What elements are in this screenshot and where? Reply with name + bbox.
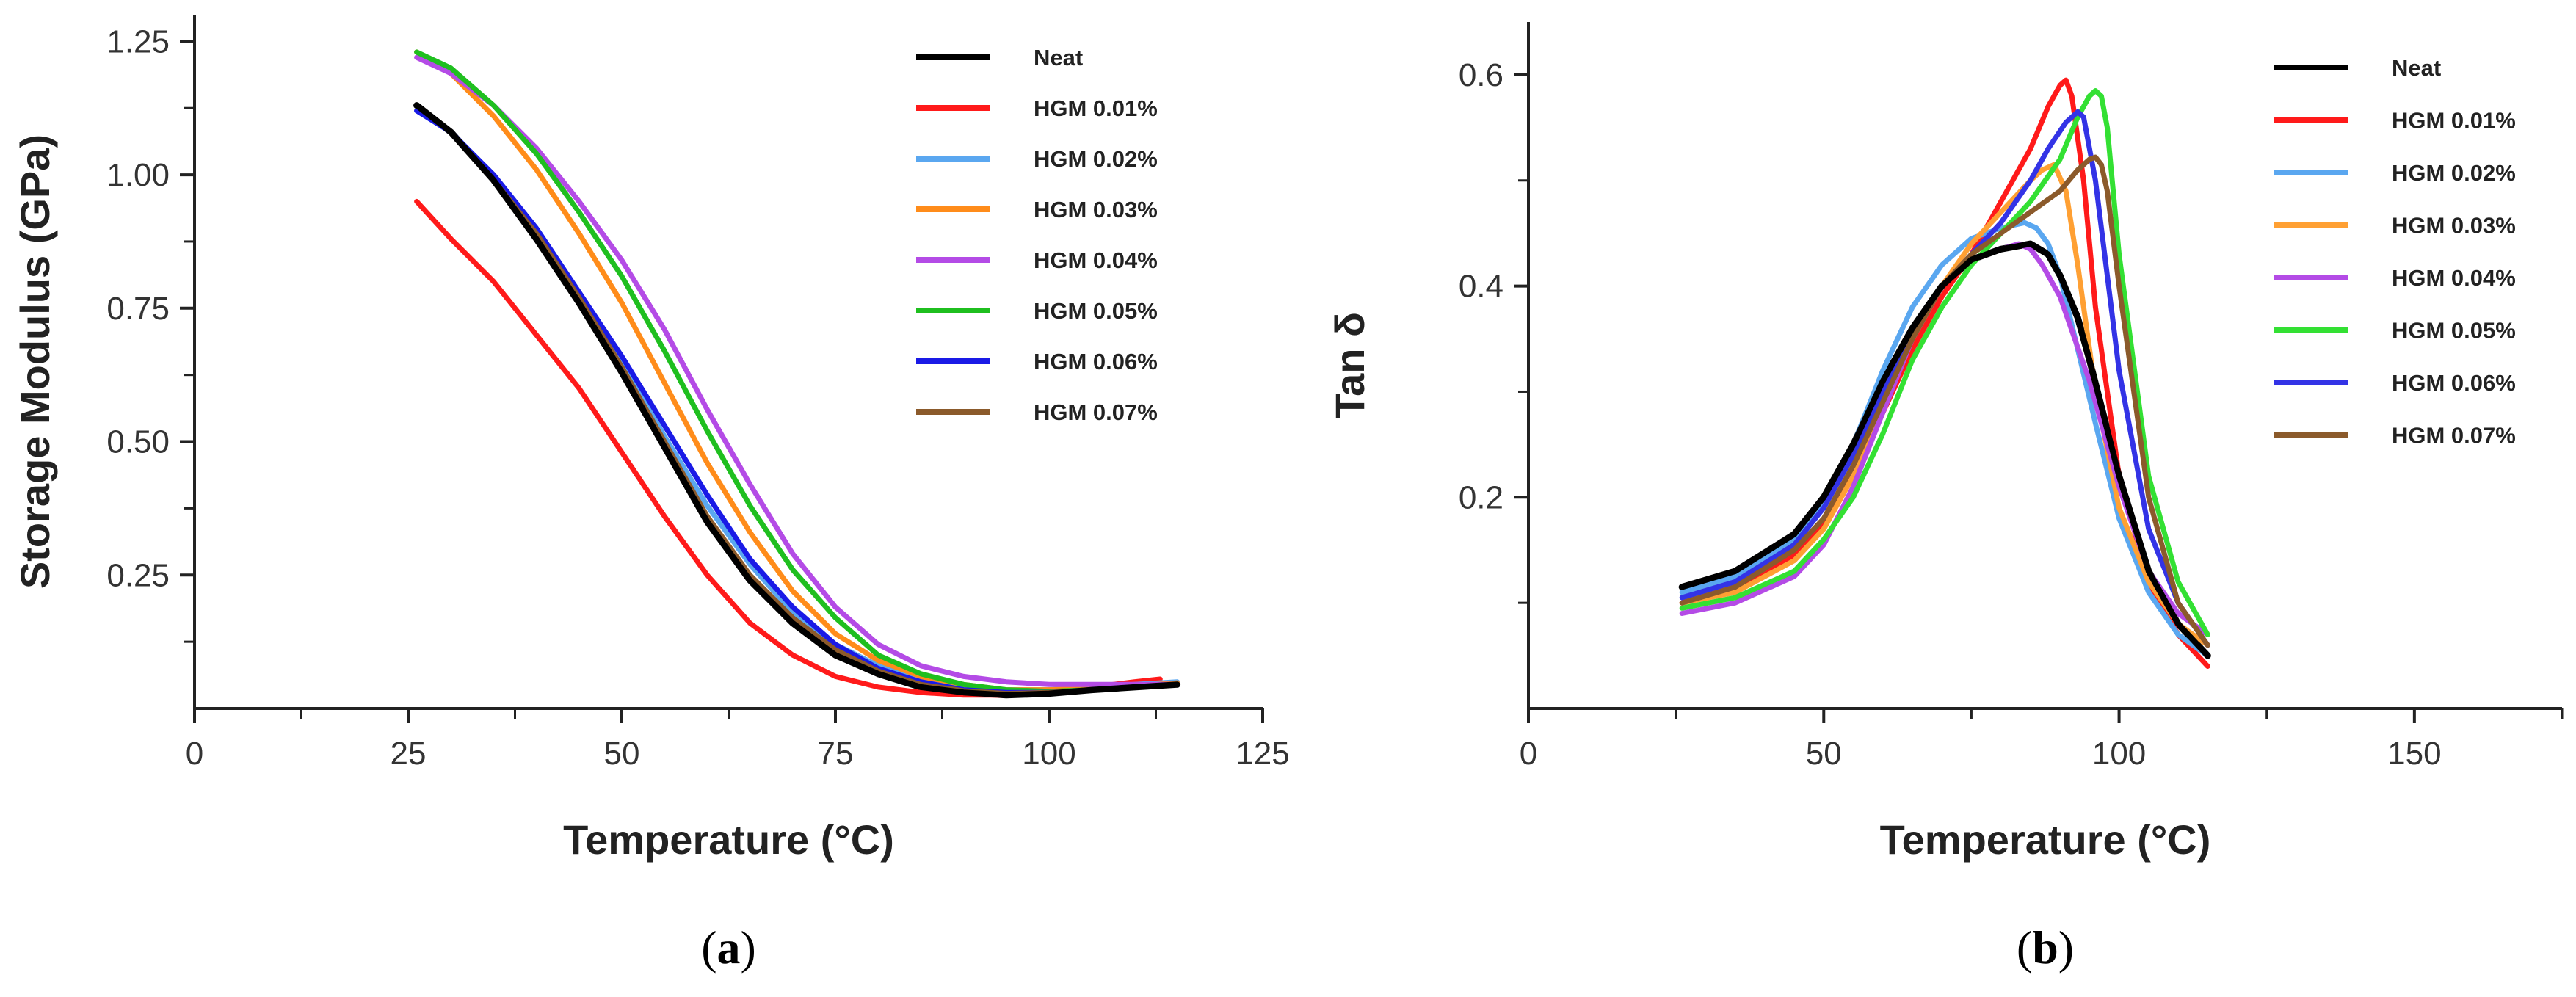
- legend-label: HGM 0.07%: [2392, 423, 2516, 449]
- y-tick-label: 1.25: [106, 23, 170, 59]
- series-line-neat-overlay: [413, 102, 1180, 698]
- panel-letter: a: [717, 921, 741, 974]
- series-line-hgm-0-06: [1679, 109, 2210, 648]
- legend: Neat HGM 0.01% HGM 0.02% HGM 0.03% HGM 0.04%…: [916, 45, 1158, 425]
- x-tick-label: 75: [818, 736, 854, 772]
- x-tick-label: 100: [2092, 736, 2146, 772]
- legend-label: HGM 0.04%: [2392, 265, 2516, 291]
- legend-label: HGM 0.06%: [2392, 370, 2516, 396]
- legend: Neat HGM 0.01% HGM 0.02% HGM 0.03% HGM 0.04%…: [2274, 55, 2516, 449]
- y-axis-label: Storage Modulus (GPa): [12, 134, 58, 589]
- x-tick-label: 125: [1236, 736, 1289, 772]
- x-tick-label: 0: [186, 736, 203, 772]
- legend-label: HGM 0.05%: [1034, 298, 1158, 324]
- chart-panel-a: 0 25 50 75 100 125 0.25 0.50 0.75 1.00 1.25 Tempera…: [12, 15, 1290, 974]
- legend-label: HGM 0.01%: [2392, 108, 2516, 134]
- legend-label: HGM 0.07%: [1034, 399, 1158, 425]
- legend-label: Neat: [2392, 55, 2441, 81]
- x-tick-label: 50: [604, 736, 640, 772]
- legend-label: HGM 0.05%: [2392, 318, 2516, 344]
- series-line-hgm-0-04: [414, 54, 1180, 687]
- x-tick-label: 0: [1520, 736, 1537, 772]
- series-line-hgm-0-07: [1679, 154, 2210, 648]
- legend-label: Neat: [1034, 45, 1083, 70]
- x-tick-label: 100: [1022, 736, 1075, 772]
- legend-label: HGM 0.03%: [2392, 213, 2516, 239]
- x-tick-label: 25: [391, 736, 427, 772]
- legend-label: HGM 0.04%: [1034, 247, 1158, 273]
- legend-label: HGM 0.02%: [2392, 160, 2516, 186]
- x-axis-label: Temperature (°C): [563, 816, 894, 863]
- y-tick-label: 0.6: [1459, 57, 1503, 93]
- y-tick-label: 0.25: [106, 557, 170, 593]
- y-tick-label: 0.2: [1459, 479, 1503, 515]
- panel-label: (b): [2017, 921, 2074, 974]
- chart-panel-b: 0 50 100 150 0.2 0.4 0.6 Temperature (°C) Tan δ N…: [1327, 22, 2564, 974]
- x-axis-label: Temperature (°C): [1880, 816, 2211, 863]
- y-tick-label: 0.50: [106, 424, 170, 460]
- y-axis-label: Tan δ: [1327, 312, 1373, 418]
- y-tick-label: 0.75: [106, 291, 170, 327]
- legend-label: HGM 0.02%: [1034, 146, 1158, 172]
- series-line-hgm-0-03: [1679, 162, 2210, 648]
- legend-label: HGM 0.01%: [1034, 95, 1158, 121]
- y-tick-label: 0.4: [1459, 269, 1503, 305]
- legend-label: HGM 0.06%: [1034, 349, 1158, 374]
- series-line-hgm-0-05: [1679, 88, 2210, 637]
- x-tick-label: 150: [2387, 736, 2441, 772]
- panel-label: (a): [701, 921, 756, 974]
- y-tick-label: 1.00: [106, 157, 170, 193]
- panel-letter: b: [2032, 921, 2058, 974]
- series-line-neat-overlay: [1679, 241, 2211, 659]
- x-tick-label: 50: [1806, 736, 1842, 772]
- legend-label: HGM 0.03%: [1034, 197, 1158, 222]
